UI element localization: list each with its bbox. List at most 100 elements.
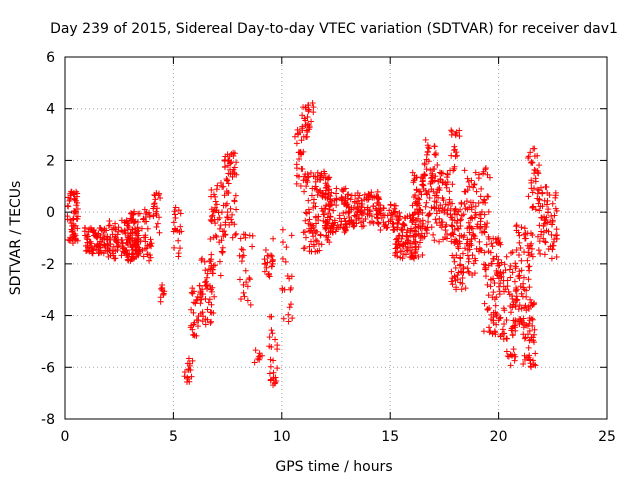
data-point bbox=[74, 206, 81, 213]
data-point bbox=[461, 200, 468, 207]
data-point bbox=[399, 232, 406, 239]
data-point bbox=[489, 243, 496, 250]
data-point bbox=[431, 143, 438, 150]
data-point bbox=[433, 210, 440, 217]
data-point bbox=[101, 241, 108, 248]
data-point bbox=[457, 261, 464, 268]
data-point bbox=[323, 224, 330, 231]
data-point bbox=[425, 212, 432, 219]
data-point bbox=[525, 193, 532, 200]
data-point bbox=[373, 211, 380, 218]
data-point bbox=[198, 257, 205, 264]
data-point bbox=[204, 306, 211, 313]
data-point bbox=[144, 251, 151, 258]
data-point bbox=[354, 203, 361, 210]
data-point bbox=[541, 251, 548, 258]
data-point bbox=[493, 294, 500, 301]
data-point bbox=[378, 214, 385, 221]
data-point bbox=[380, 204, 387, 211]
data-point bbox=[355, 200, 362, 207]
data-point bbox=[528, 159, 535, 166]
data-point bbox=[377, 210, 384, 217]
data-point bbox=[345, 191, 352, 198]
data-point bbox=[312, 237, 319, 244]
data-point bbox=[513, 223, 520, 230]
data-point bbox=[213, 186, 220, 193]
data-point bbox=[401, 214, 408, 221]
data-point bbox=[484, 281, 491, 288]
data-point bbox=[395, 220, 402, 227]
data-point bbox=[532, 178, 539, 185]
data-point bbox=[442, 234, 449, 241]
data-point bbox=[322, 205, 329, 212]
data-point bbox=[293, 140, 300, 147]
data-point bbox=[89, 249, 96, 256]
data-point bbox=[444, 171, 451, 178]
data-point bbox=[472, 203, 479, 210]
data-point bbox=[412, 209, 419, 216]
data-point bbox=[536, 162, 543, 169]
data-point bbox=[471, 270, 478, 277]
data-point bbox=[233, 159, 240, 166]
data-point bbox=[482, 166, 489, 173]
data-point bbox=[244, 297, 251, 304]
data-point bbox=[403, 229, 410, 236]
data-point bbox=[468, 214, 475, 221]
data-point bbox=[424, 224, 431, 231]
data-point bbox=[197, 289, 204, 296]
data-point bbox=[170, 219, 177, 226]
data-point bbox=[157, 194, 164, 201]
data-point bbox=[542, 239, 549, 246]
data-point bbox=[422, 187, 429, 194]
data-point bbox=[458, 286, 465, 293]
data-point bbox=[265, 272, 272, 279]
data-point bbox=[262, 246, 269, 253]
data-point bbox=[400, 251, 407, 258]
data-point bbox=[177, 210, 184, 217]
data-point bbox=[526, 314, 533, 321]
data-point bbox=[270, 382, 277, 389]
data-point bbox=[522, 235, 529, 242]
data-point bbox=[291, 133, 298, 140]
data-point bbox=[94, 232, 101, 239]
data-point bbox=[143, 209, 150, 216]
data-point bbox=[115, 228, 122, 235]
data-point bbox=[229, 234, 236, 241]
data-point bbox=[286, 304, 293, 311]
data-point bbox=[307, 221, 314, 228]
data-point bbox=[482, 266, 489, 273]
data-point bbox=[466, 242, 473, 249]
data-point bbox=[198, 296, 205, 303]
data-point bbox=[380, 211, 387, 218]
data-point bbox=[486, 236, 493, 243]
data-point bbox=[127, 230, 134, 237]
data-point bbox=[376, 208, 383, 215]
data-point bbox=[427, 175, 434, 182]
data-point bbox=[134, 218, 141, 225]
data-point bbox=[178, 228, 185, 235]
data-point bbox=[210, 234, 217, 241]
data-point bbox=[225, 214, 232, 221]
data-point bbox=[397, 254, 404, 261]
data-point bbox=[466, 246, 473, 253]
data-point bbox=[477, 247, 484, 254]
data-point bbox=[216, 258, 223, 265]
data-point bbox=[406, 212, 413, 219]
data-point bbox=[327, 193, 334, 200]
chart-title: Day 239 of 2015, Sidereal Day-to-day VTE… bbox=[50, 21, 618, 37]
data-point bbox=[449, 200, 456, 207]
data-point bbox=[109, 226, 116, 233]
data-point bbox=[452, 130, 459, 137]
data-point bbox=[351, 198, 358, 205]
data-point bbox=[194, 323, 201, 330]
data-point bbox=[249, 232, 256, 239]
data-point bbox=[372, 205, 379, 212]
data-point bbox=[500, 277, 507, 284]
data-point bbox=[452, 153, 459, 160]
data-point bbox=[340, 224, 347, 231]
data-point bbox=[487, 276, 494, 283]
data-point bbox=[323, 187, 330, 194]
data-point bbox=[305, 121, 312, 128]
data-point bbox=[387, 212, 394, 219]
